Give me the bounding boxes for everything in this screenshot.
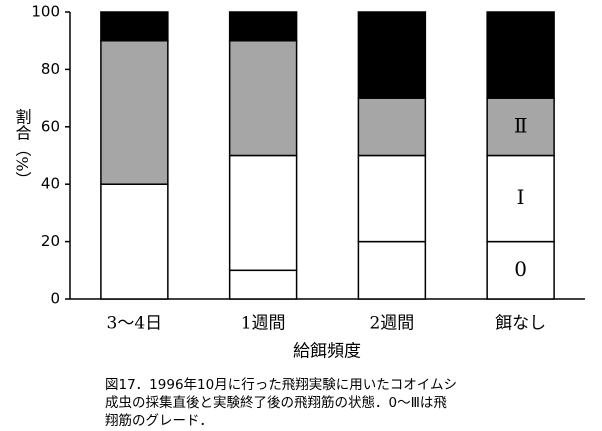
bar-segment (228, 39, 298, 157)
bar-segment (100, 183, 169, 300)
x-tick-label: 3～4日 (107, 314, 163, 334)
y-tick-label: 20 (41, 232, 60, 250)
bar-segment (100, 11, 169, 42)
y-tick-label: 60 (41, 117, 60, 135)
y-tick-label: 40 (41, 175, 60, 193)
x-tick-label: 1週間 (241, 314, 286, 334)
bar-segment (486, 97, 555, 157)
y-tick-label: 0 (50, 290, 60, 308)
bar-segment (486, 240, 555, 300)
segment-label: Ⅰ (517, 185, 525, 209)
bar-segment (228, 154, 298, 272)
bar-segment (486, 11, 555, 99)
segment-label: 0 (514, 257, 527, 281)
bar-segment (357, 240, 427, 300)
bar-segment (357, 154, 427, 243)
x-tick-label: 餌なし (495, 314, 546, 334)
bar-segment (357, 97, 427, 157)
bar-segment (228, 11, 298, 42)
x-axis-label: 給餌頻度 (293, 342, 361, 362)
bar-segment (228, 269, 298, 300)
caption-line: 翔筋のグレード． (105, 412, 213, 429)
y-tick-label: 80 (41, 60, 60, 78)
x-tick-label: 2週間 (369, 314, 414, 334)
y-tick-label: 100 (31, 3, 60, 21)
bar-segment (486, 154, 555, 243)
segment-label: Ⅱ (514, 113, 528, 137)
caption-line: 図17．1996年10月に行った飛翔実験に用いたコオイムシ (105, 377, 457, 393)
caption-line: 成虫の採集直後と実験終了後の飛翔筋の状態．0～Ⅲは飛 (105, 394, 447, 411)
y-axis-label: 割合（%） (13, 108, 32, 187)
bar-segment (357, 11, 427, 99)
bar-segment (100, 39, 169, 185)
